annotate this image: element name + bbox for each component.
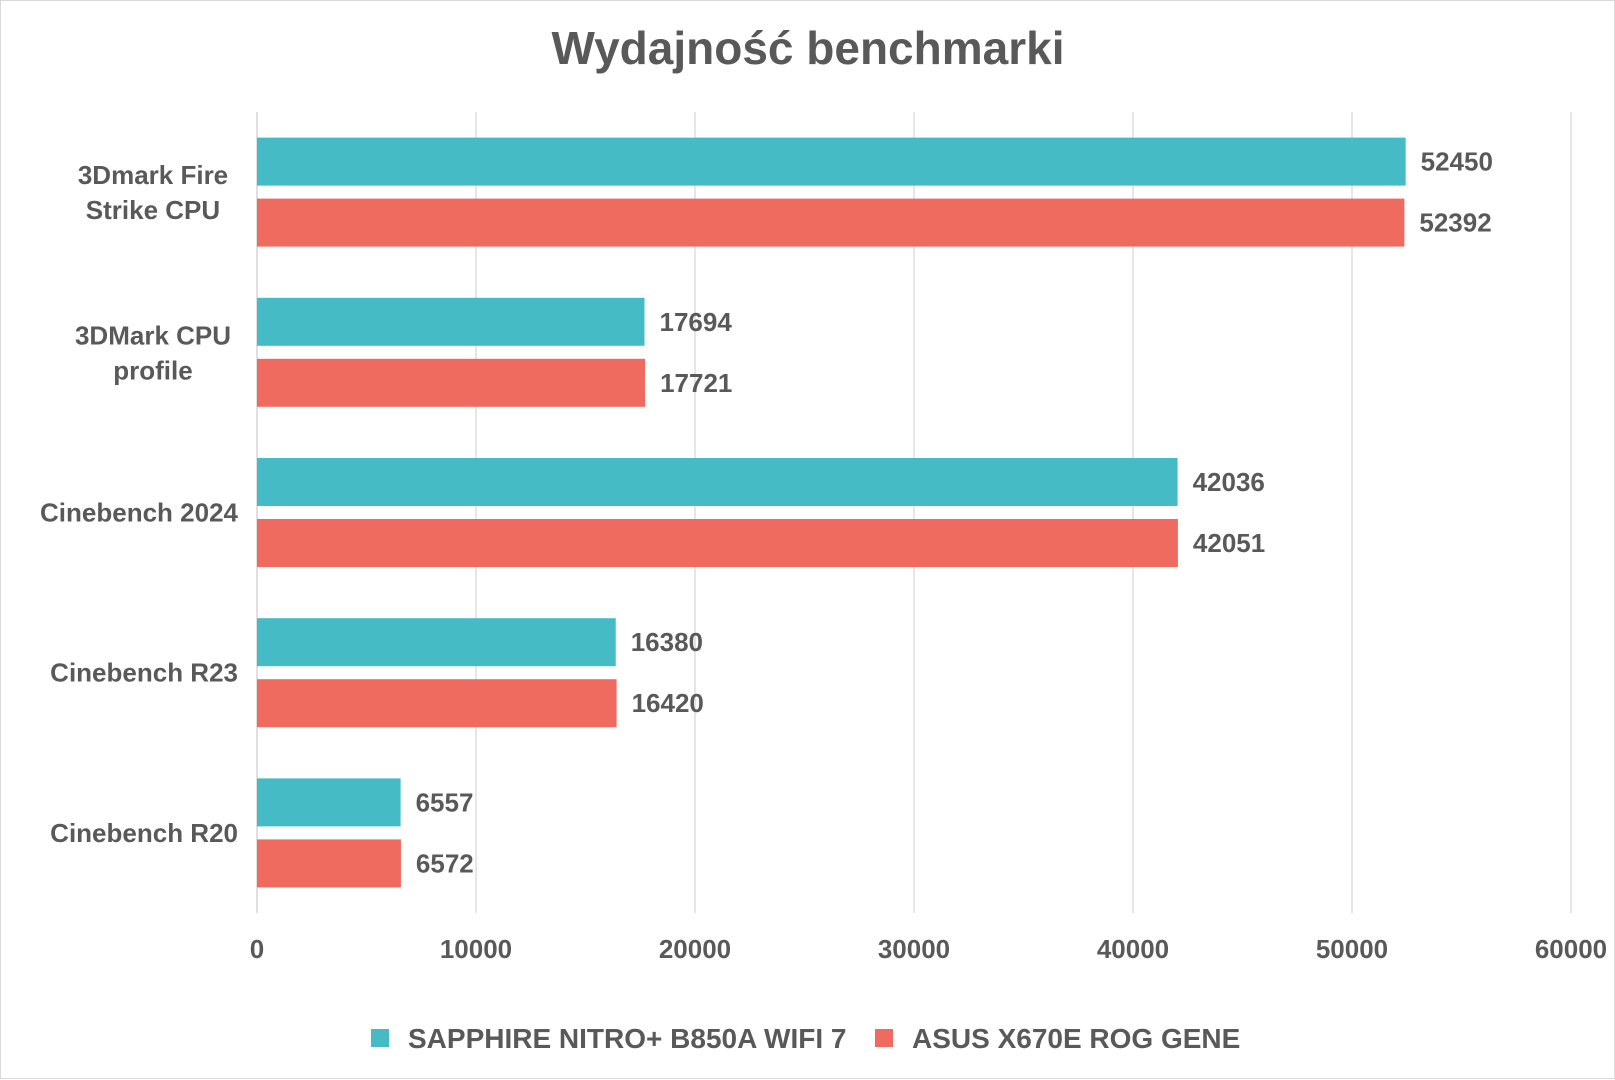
category-label: Cinebench R20	[50, 818, 238, 848]
data-label: 16380	[631, 627, 703, 657]
bar	[257, 297, 645, 346]
x-tick-label: 20000	[659, 934, 731, 964]
data-labels: 52450 52392 17694 17721 42036 42051 16380 16420…	[416, 147, 1493, 879]
data-label: 6572	[416, 848, 474, 878]
x-tick-label: 30000	[878, 934, 950, 964]
bar	[257, 778, 401, 827]
data-label: 42036	[1193, 467, 1265, 497]
legend-label: ASUS X670E ROG GENE	[912, 1023, 1240, 1054]
data-label: 52392	[1419, 208, 1491, 238]
bar	[257, 839, 401, 888]
data-label: 17694	[659, 307, 732, 337]
category-label: 3Dmark Fire Strike CPU	[78, 160, 228, 225]
data-label: 6557	[416, 787, 474, 817]
x-tick-label: 50000	[1316, 934, 1388, 964]
x-tick-label: 60000	[1535, 934, 1607, 964]
category-label: 3DMark CPU profile	[75, 320, 231, 385]
data-label: 52450	[1421, 147, 1493, 177]
legend-label: SAPPHIRE NITRO+ B850A WIFI 7	[408, 1023, 847, 1054]
bar	[257, 519, 1178, 567]
bar	[257, 137, 1406, 186]
x-tick-label: 10000	[440, 934, 512, 964]
x-tick-label: 0	[250, 934, 264, 964]
legend: SAPPHIRE NITRO+ B850A WIFI 7 ASUS X670E R…	[371, 1023, 1240, 1054]
legend-swatch	[371, 1029, 389, 1047]
x-tick-label: 40000	[1097, 934, 1169, 964]
category-label: Cinebench R23	[50, 658, 238, 688]
bar	[257, 679, 617, 728]
data-label: 42051	[1193, 528, 1265, 558]
bar	[257, 358, 646, 407]
bar	[257, 198, 1405, 247]
bar	[257, 618, 616, 667]
data-label: 17721	[660, 368, 732, 398]
legend-swatch	[875, 1029, 893, 1047]
category-labels: 3Dmark Fire Strike CPU 3DMark CPU profile Ci…	[40, 160, 239, 848]
bar	[257, 458, 1178, 506]
x-tick-labels: 0 10000 20000 30000 40000 50000 60000	[250, 934, 1607, 964]
bars	[257, 137, 1406, 888]
chart-title: Wydajność benchmarki	[552, 22, 1065, 74]
data-label: 16420	[632, 688, 704, 718]
category-label: Cinebench 2024	[40, 498, 239, 528]
